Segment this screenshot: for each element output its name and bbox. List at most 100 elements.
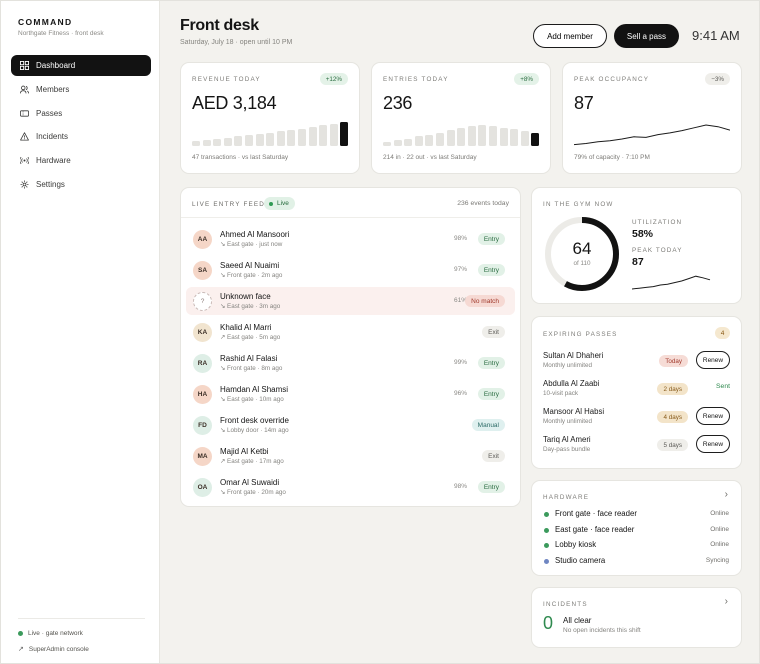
revenue-card: REVENUE TODAY +12% AED 3,184 47 transact… (180, 62, 360, 174)
device-status: Online (710, 510, 729, 517)
match-confidence: 96% (453, 390, 467, 397)
in-gym-card: IN THE GYM NOW 64 of 110 UTILIZATION 58%… (531, 187, 742, 304)
avatar: SA (193, 261, 212, 280)
superadmin-console-link[interactable]: ↗ SuperAdmin console (18, 643, 145, 655)
occupancy-ring: 64 of 110 (543, 215, 621, 293)
feed-row[interactable]: FD Front desk override ↘ Lobby door · 14m … (186, 411, 515, 439)
hardware-row[interactable]: Lobby kiosk Online (544, 539, 729, 551)
member-name: Rashid Al Falasi (220, 354, 278, 363)
clock: 9:41 AM (692, 28, 740, 43)
live-entry-feed: LIVE ENTRY FEED Live 236 events today AA… (180, 187, 521, 507)
arrow-in-icon: ↘ (220, 241, 226, 248)
hardware-row[interactable]: Front gate · face reader Online (544, 508, 729, 520)
occupancy-value: 87 (574, 93, 594, 113)
days-left-badge: 2 days (657, 383, 688, 395)
entry-location-time: East gate · 3m ago (227, 303, 281, 310)
device-name: East gate · face reader (555, 524, 635, 534)
hardware-card[interactable]: HARDWARE › Front gate · face reader Onlin… (531, 480, 742, 576)
entry-status-badge: Entry (477, 481, 505, 493)
entries-bar (436, 133, 444, 146)
arrow-out-icon: ↗ (220, 458, 226, 465)
entries-bar (478, 125, 487, 146)
utilization-label: UTILIZATION (632, 219, 683, 226)
sidebar: COMMAND Northgate Fitness · front desk D… (1, 1, 160, 663)
page-subtitle: Saturday, July 18 · open until 10 PM (180, 39, 293, 46)
days-left-badge: Today (659, 355, 688, 367)
entry-location-time: Front gate · 20m ago (227, 489, 286, 496)
entry-meta: ↘ Lobby door · 14m ago (220, 427, 289, 434)
entries-change-badge: +8% (514, 73, 539, 85)
feed-row[interactable]: ? Unknown face ↘ East gate · 3m ago 61% No m… (186, 287, 515, 315)
entry-location-time: East gate · just now (227, 241, 283, 248)
occupancy-ring-chart (545, 217, 619, 291)
entries-bar (520, 131, 529, 146)
renew-button[interactable]: Renew (696, 435, 730, 453)
feed-row[interactable]: AA Ahmed Al Mansoori ↘ East gate · just no… (186, 225, 515, 253)
sidebar-item-settings[interactable]: Settings (11, 174, 151, 195)
expiring-pass-row: Sultan Al Dhaheri Monthly unlimited Today R… (543, 351, 730, 375)
sidebar-item-label: Hardware (36, 156, 71, 166)
hardware-row[interactable]: East gate · face reader Online (544, 524, 729, 536)
feed-row[interactable]: SA Saeed Al Nuaimi ↘ Front gate · 2m ago 97… (186, 256, 515, 284)
sidebar-item-incidents[interactable]: Incidents (11, 126, 151, 147)
chevron-right-icon[interactable]: › (724, 596, 728, 607)
device-status: Online (710, 525, 729, 533)
status-dot-icon (18, 630, 23, 636)
in-gym-sparkline-line (632, 275, 711, 290)
renew-button[interactable]: Renew (696, 407, 730, 425)
entries-bar (404, 139, 413, 146)
avatar: ? (193, 292, 212, 311)
superadmin-console-label: SuperAdmin console (28, 645, 89, 653)
revenue-value: AED 3,184 (192, 93, 277, 113)
entries-bar (414, 136, 423, 146)
avatar: KA (193, 323, 212, 342)
revenue-change-badge: +12% (319, 73, 348, 85)
status-dot-icon (544, 558, 549, 564)
revenue-bar-chart (192, 118, 350, 146)
revenue-bar (202, 140, 211, 146)
brand-subtitle: Northgate Fitness · front desk (18, 30, 104, 37)
member-name: Ahmed Al Mansoori (220, 230, 290, 239)
device-status: Syncing (705, 556, 729, 564)
entries-bar (425, 135, 434, 146)
entry-location-time: East gate · 10m ago (227, 396, 284, 403)
entry-meta: ↘ Front gate · 20m ago (220, 489, 286, 496)
feed-row[interactable]: KA Khalid Al Marri ↗ East gate · 5m ago Exi… (186, 318, 515, 346)
entry-meta: ↘ Front gate · 8m ago (220, 365, 282, 372)
sidebar-item-passes[interactable]: Passes (11, 103, 151, 124)
revenue-label: REVENUE TODAY (192, 76, 261, 83)
incidents-card[interactable]: INCIDENTS › 0 All clear No open incident… (531, 587, 742, 648)
pass-plan: Monthly unlimited (543, 418, 592, 425)
add-member-button[interactable]: Add member (533, 24, 607, 48)
avatar: MA (193, 447, 212, 466)
chevron-right-icon[interactable]: › (724, 489, 728, 500)
pass-plan: Monthly unlimited (543, 362, 592, 369)
feed-row[interactable]: OA Omar Al Suwaidi ↘ Front gate · 20m ago 9… (186, 473, 515, 501)
incident-count: 0 (543, 613, 554, 633)
sidebar-item-dashboard[interactable]: Dashboard (11, 55, 151, 76)
member-name: Sultan Al Dhaheri (543, 351, 604, 360)
feed-row[interactable]: RA Rashid Al Falasi ↘ Front gate · 8m ago 9… (186, 349, 515, 377)
sidebar-item-members[interactable]: Members (11, 79, 151, 100)
entries-bar (531, 133, 540, 146)
renew-button[interactable]: Renew (696, 351, 730, 369)
revenue-bar (298, 129, 306, 146)
member-name: Omar Al Suwaidi (220, 478, 280, 487)
entries-bar (499, 128, 508, 146)
feed-row[interactable]: MA Majid Al Ketbi ↗ East gate · 17m ago Exi… (186, 442, 515, 470)
users-icon (20, 85, 29, 94)
in-gym-count: 64 (572, 239, 592, 258)
entries-bar (467, 126, 476, 146)
entries-label: ENTRIES TODAY (383, 76, 449, 83)
arrow-in-icon: ↘ (220, 365, 226, 372)
expiring-passes-card: EXPIRING PASSES 4 Sultan Al Dhaheri Month… (531, 316, 742, 469)
entries-bar (457, 128, 466, 146)
feed-row[interactable]: HA Hamdan Al Shamsi ↘ East gate · 10m ago 9… (186, 380, 515, 408)
entries-bar (446, 130, 455, 146)
entries-bar-chart (383, 118, 541, 146)
revenue-bar (223, 138, 232, 146)
sidebar-item-hardware[interactable]: Hardware (11, 150, 151, 171)
sell-pass-button[interactable]: Sell a pass (614, 24, 679, 48)
hardware-row[interactable]: Studio camera Syncing (544, 555, 729, 567)
device-status: Online (710, 541, 729, 548)
